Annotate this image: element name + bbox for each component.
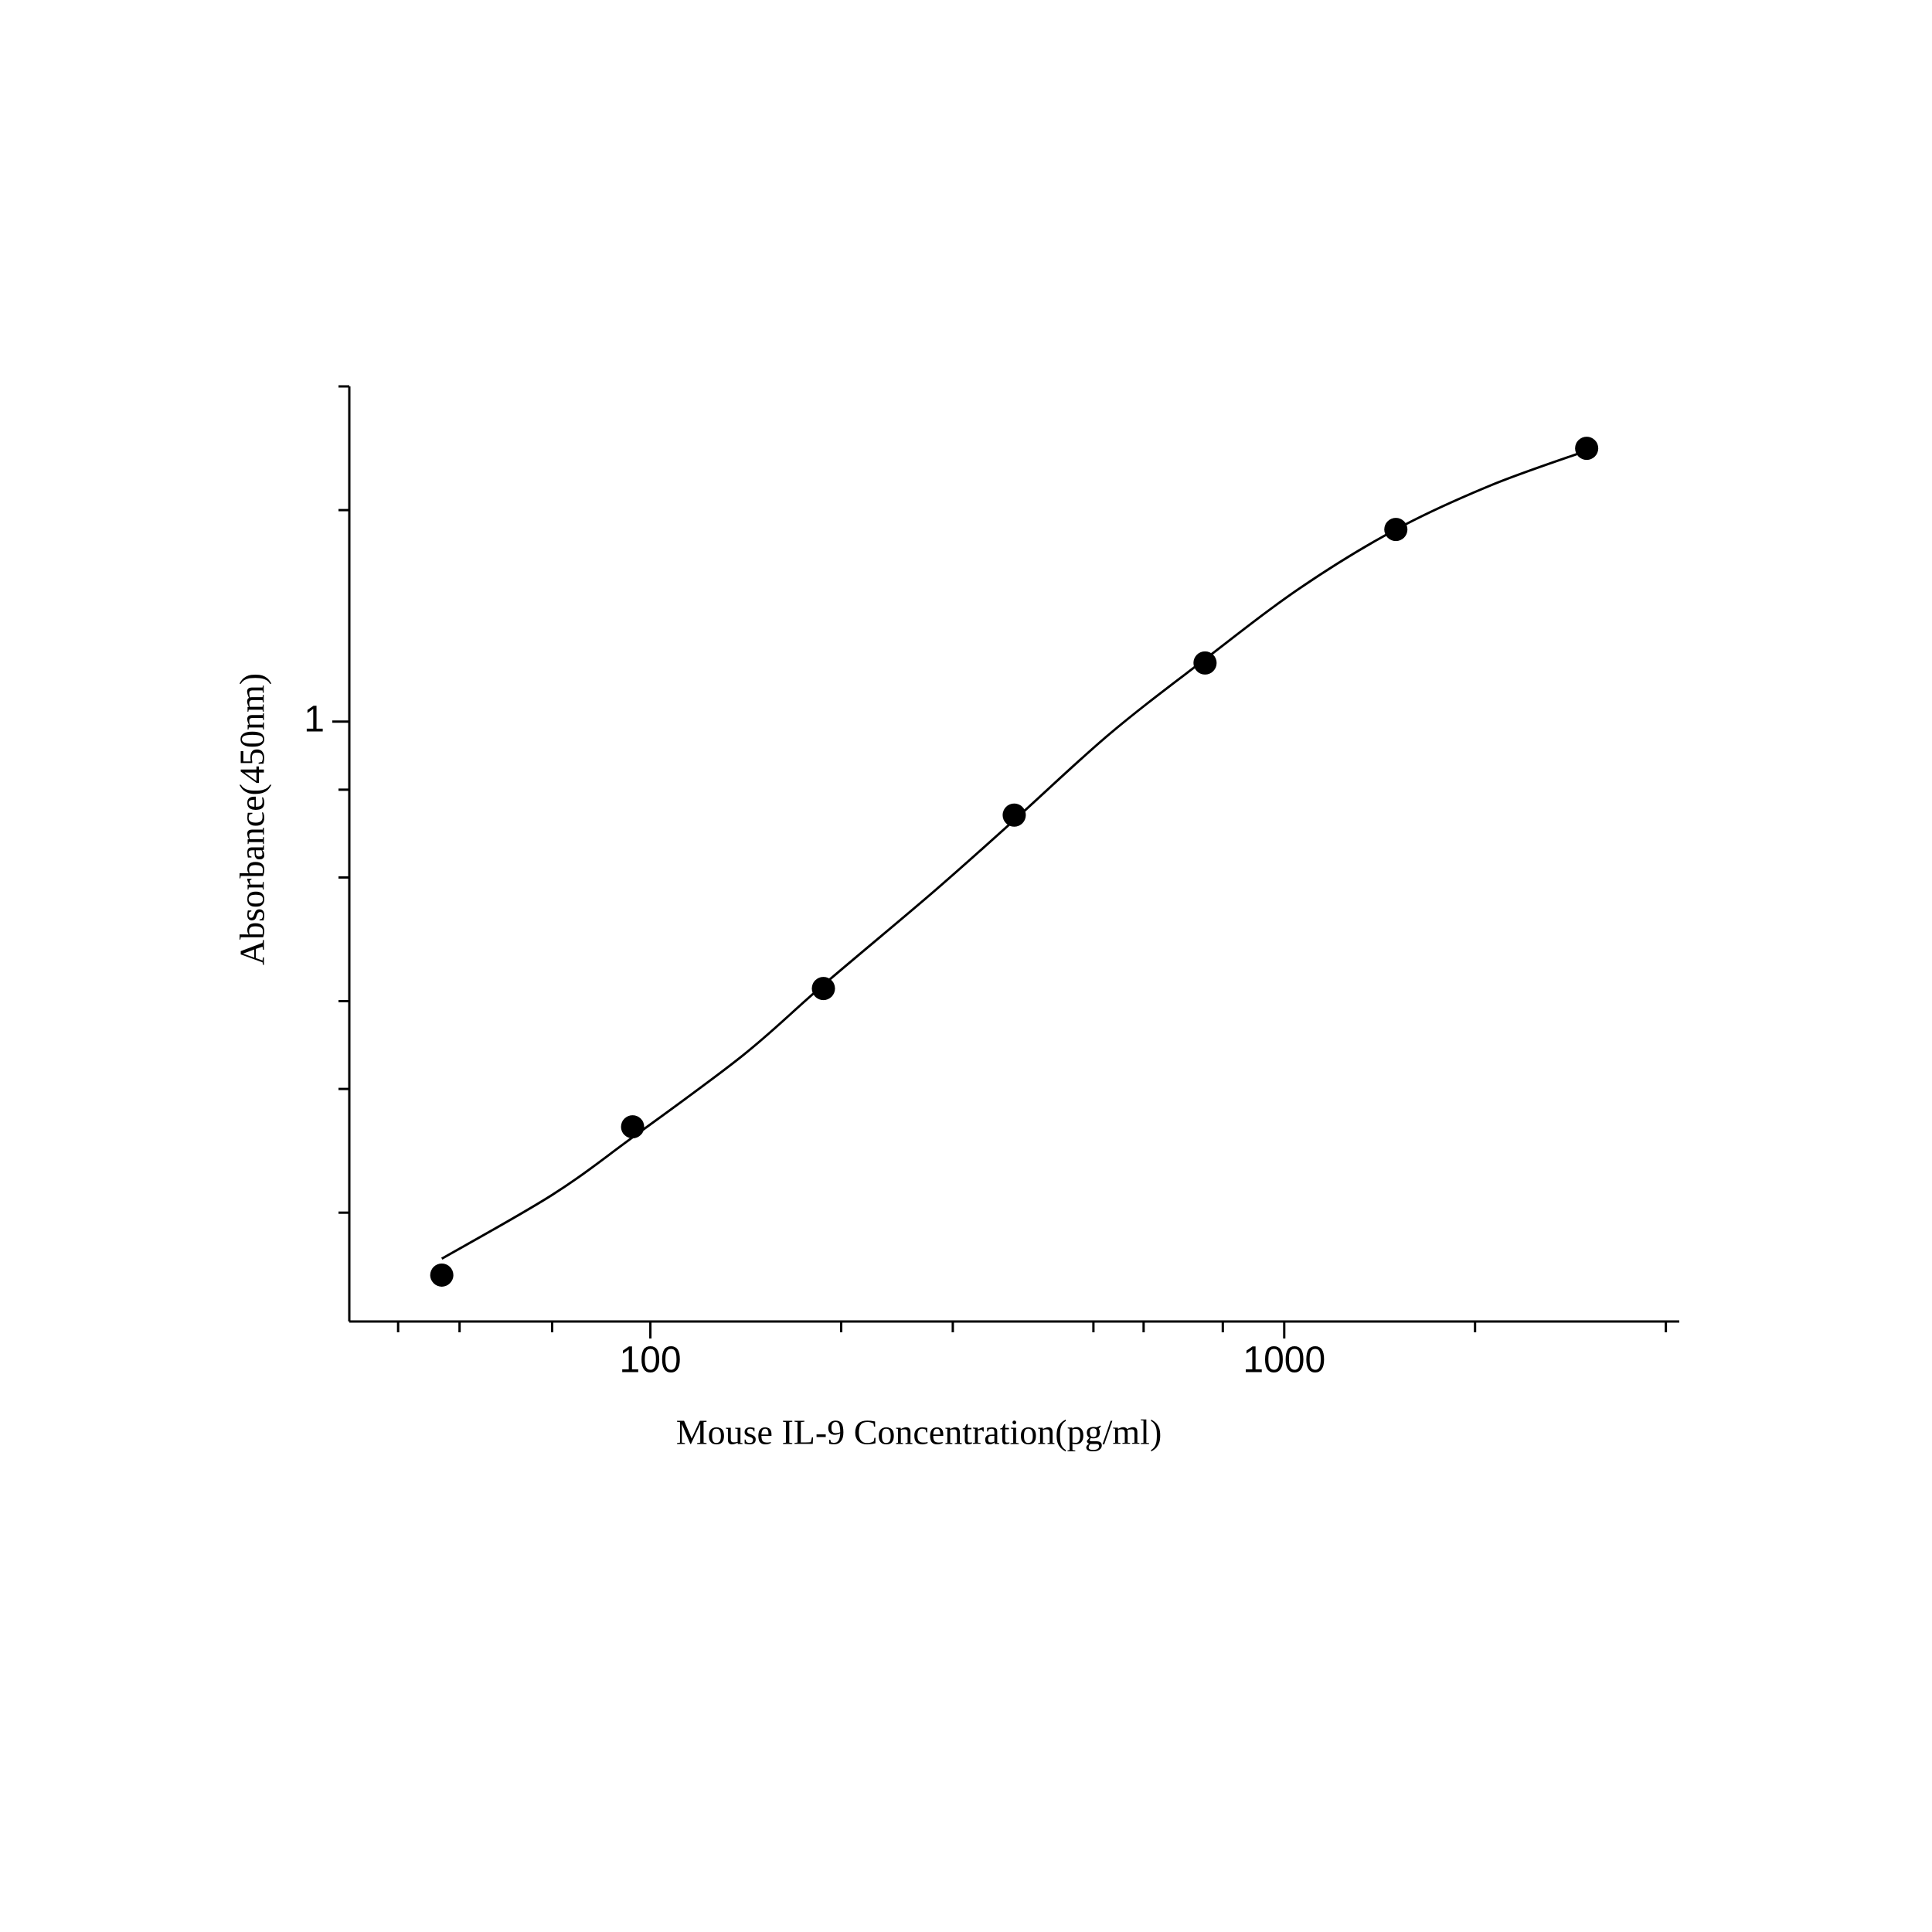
- data-point: [430, 1263, 454, 1287]
- data-point: [1384, 518, 1408, 542]
- data-point: [1002, 803, 1026, 827]
- x-tick-label: 100: [620, 1340, 682, 1381]
- data-point: [1575, 437, 1599, 461]
- y-axis-title: Absorbance(450nm): [233, 673, 272, 965]
- data-point: [1193, 651, 1217, 675]
- x-tick-label: 1000: [1243, 1340, 1325, 1381]
- y-tick-label: 1: [304, 699, 325, 740]
- x-axis-title: Mouse IL-9 Concentration(pg/ml): [676, 1413, 1162, 1452]
- data-point: [621, 1115, 645, 1139]
- data-point: [811, 977, 835, 1001]
